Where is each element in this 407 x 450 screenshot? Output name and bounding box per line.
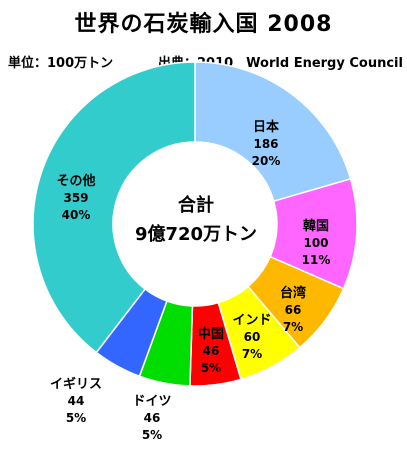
chart-title: 世界の石炭輸入国 2008: [74, 12, 333, 37]
slice-label-percent-6: 5%: [66, 411, 86, 425]
slice-label-name-0: 日本: [253, 119, 279, 135]
slice-label-value-0: 186: [253, 137, 278, 151]
slice-label-name-3: インド: [232, 313, 271, 328]
slice-label-name-2: 台湾: [280, 285, 306, 301]
slice-label-name-5: ドイツ: [132, 394, 171, 409]
slice-label-name-7: その他: [56, 173, 95, 189]
slice-label-percent-2: 7%: [283, 320, 303, 334]
unit-note: 単位：100万トン: [8, 56, 114, 71]
slice-label-percent-4: 5%: [201, 361, 221, 375]
slices-group: [32, 61, 358, 387]
slice-label-value-6: 44: [68, 394, 85, 408]
center-total-label: 合計: [178, 194, 214, 216]
slice-label-value-5: 46: [144, 411, 161, 425]
slice-label-percent-3: 7%: [242, 347, 262, 361]
slice-label-percent-1: 11%: [302, 253, 331, 267]
slice-label-value-1: 100: [303, 236, 328, 250]
slice-7: [32, 61, 196, 354]
slice-label-name-6: イギリス: [50, 376, 102, 392]
slice-label-value-7: 359: [63, 191, 88, 205]
slice-label-name-4: 中国: [198, 326, 224, 342]
slice-label-percent-7: 40%: [62, 208, 91, 222]
center-total-value: 9億720万トン: [135, 223, 257, 245]
slice-label-name-1: 韓国: [303, 218, 329, 234]
labels-group: 日本 186 20% 韓国 100 11% 台湾 66 7% インド 60 7% 中国 46 5% ドイツ 46…: [50, 119, 330, 442]
slice-label-value-4: 46: [203, 344, 220, 358]
slice-label-value-3: 60: [244, 330, 261, 344]
slice-label-percent-0: 20%: [252, 154, 281, 168]
slice-0: [194, 61, 352, 203]
slice-label-percent-5: 5%: [142, 428, 162, 442]
slice-label-value-2: 66: [285, 303, 302, 317]
